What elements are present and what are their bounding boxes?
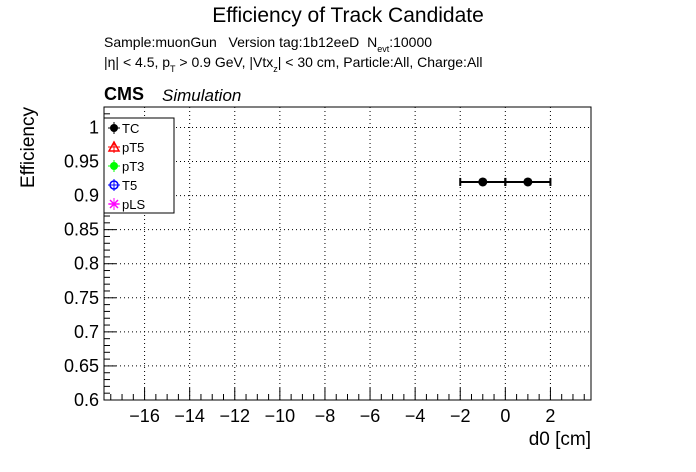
x-tick-label: −14 bbox=[174, 406, 205, 426]
vtx-subscript: z bbox=[273, 64, 278, 74]
legend-entry-pls: pLS bbox=[108, 197, 145, 212]
x-tick-label: −4 bbox=[405, 406, 426, 426]
x-tick-label: −2 bbox=[450, 406, 471, 426]
x-tick-label: 0 bbox=[500, 406, 510, 426]
nevt-value: :10000 bbox=[389, 34, 433, 50]
legend-entry-pt5: pT5 bbox=[107, 140, 144, 155]
y-axis-label: Efficiency bbox=[18, 107, 39, 188]
simulation-label: Simulation bbox=[162, 86, 242, 105]
x-axis-label: d0 [cm] bbox=[529, 429, 591, 450]
x-tick-label: −8 bbox=[315, 406, 336, 426]
legend-marker bbox=[107, 140, 121, 152]
cuts-info-line: |η| < 4.5, pT > 0.9 GeV, |Vtxz| < 30 cm,… bbox=[104, 54, 483, 74]
eta-cut-text: |η| < 4.5, p bbox=[104, 54, 171, 70]
vtx-cut-text: | < 30 cm, Particle:All, Charge:All bbox=[277, 54, 483, 70]
plot-frame bbox=[103, 106, 592, 401]
y-tick-label: 0.85 bbox=[64, 220, 99, 240]
legend-marker bbox=[110, 124, 118, 132]
y-tick-label: 0.9 bbox=[74, 186, 99, 206]
nevt-symbol: N bbox=[367, 34, 378, 50]
x-tick-label: −16 bbox=[129, 406, 160, 426]
legend-label: T5 bbox=[122, 178, 137, 193]
pt-subscript: T bbox=[170, 64, 176, 74]
y-tick-label: 1 bbox=[89, 117, 99, 137]
cms-label: CMS bbox=[104, 84, 144, 104]
nevt-subscript: evt bbox=[377, 44, 390, 54]
legend-entry-t5: T5 bbox=[108, 178, 137, 193]
legend-label: TC bbox=[122, 121, 139, 136]
legend-label: pT5 bbox=[122, 140, 144, 155]
y-tick-label: 0.8 bbox=[74, 254, 99, 274]
x-tick-label: −12 bbox=[219, 406, 250, 426]
y-tick-label: 0.95 bbox=[64, 152, 99, 172]
legend-marker bbox=[110, 162, 118, 170]
version-tag-label: Version tag:1b12eeD bbox=[228, 34, 360, 50]
legend-label: pT3 bbox=[122, 159, 144, 174]
data-point bbox=[523, 177, 533, 187]
legend-entry-pt3: pT3 bbox=[108, 159, 144, 174]
chart-title: Efficiency of Track Candidate bbox=[212, 4, 484, 27]
y-tick-label: 0.7 bbox=[74, 322, 99, 342]
legend-label: pLS bbox=[122, 197, 145, 212]
pt-cut-text: > 0.9 GeV, |Vtx bbox=[175, 54, 274, 70]
sample-info-line: Sample:muonGun Version tag:1b12eeD Nevt:… bbox=[104, 34, 433, 54]
data-point bbox=[478, 177, 488, 187]
x-tick-label: 2 bbox=[545, 406, 555, 426]
x-tick-label: −10 bbox=[265, 406, 296, 426]
y-tick-label: 0.6 bbox=[74, 390, 99, 410]
sample-label: Sample:muonGun bbox=[104, 34, 217, 50]
legend-entry-tc: TC bbox=[108, 121, 139, 136]
legend-box bbox=[103, 117, 175, 214]
legend-marker bbox=[109, 180, 119, 190]
x-tick-label: −6 bbox=[360, 406, 381, 426]
y-tick-label: 0.75 bbox=[64, 288, 99, 308]
y-tick-label: 0.65 bbox=[64, 356, 99, 376]
